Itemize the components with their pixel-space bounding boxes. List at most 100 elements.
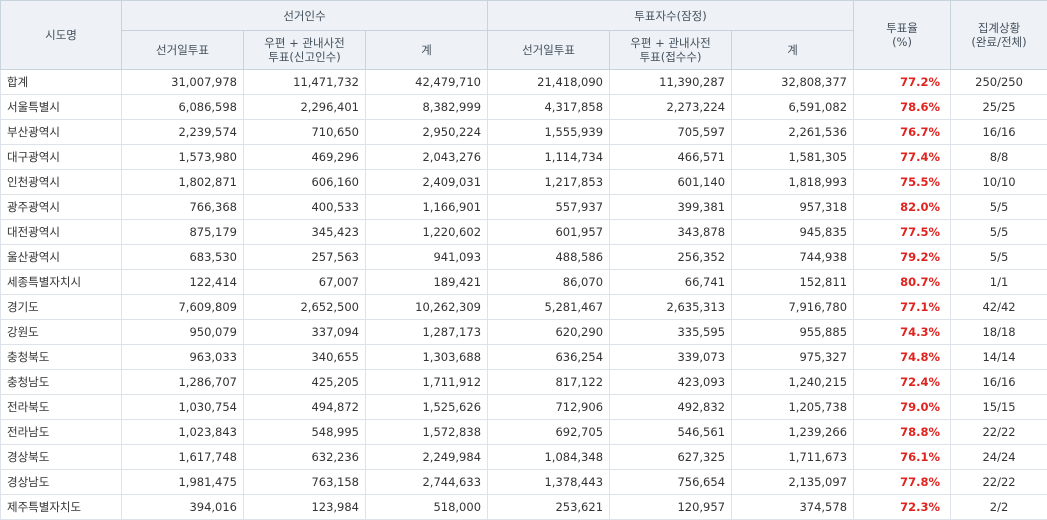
cell-turnout-rate: 77.8% [854,470,951,495]
cell-voters-postal: 120,957 [610,495,732,520]
cell-electorate-election-day: 963,033 [122,345,244,370]
cell-turnout-rate: 75.5% [854,170,951,195]
cell-voters-postal: 399,381 [610,195,732,220]
cell-electorate-total: 42,479,710 [366,70,488,95]
cell-count-status: 22/22 [951,420,1047,445]
cell-voters-total: 955,885 [732,320,854,345]
cell-voters-election-day: 817,122 [488,370,610,395]
cell-voters-election-day: 5,281,467 [488,295,610,320]
cell-electorate-election-day: 1,617,748 [122,445,244,470]
cell-region-name: 충청남도 [1,370,122,395]
header-turnout-line1: 투표율 [886,21,918,35]
cell-voters-postal: 423,093 [610,370,732,395]
header-turnout-line2: (%) [892,35,912,49]
cell-voters-election-day: 86,070 [488,270,610,295]
cell-electorate-election-day: 1,023,843 [122,420,244,445]
cell-electorate-election-day: 683,530 [122,245,244,270]
cell-electorate-postal: 2,652,500 [244,295,366,320]
cell-electorate-postal: 425,205 [244,370,366,395]
cell-voters-election-day: 488,586 [488,245,610,270]
cell-electorate-postal: 632,236 [244,445,366,470]
cell-turnout-rate: 72.4% [854,370,951,395]
cell-count-status: 16/16 [951,370,1047,395]
cell-electorate-postal: 710,650 [244,120,366,145]
cell-turnout-rate: 77.4% [854,145,951,170]
cell-voters-postal: 343,878 [610,220,732,245]
cell-region-name: 부산광역시 [1,120,122,145]
cell-electorate-total: 2,409,031 [366,170,488,195]
cell-electorate-total: 941,093 [366,245,488,270]
cell-voters-postal: 466,571 [610,145,732,170]
cell-electorate-total: 518,000 [366,495,488,520]
cell-voters-total: 1,581,305 [732,145,854,170]
cell-voters-postal: 2,635,313 [610,295,732,320]
cell-region-name: 충청북도 [1,345,122,370]
cell-turnout-rate: 76.7% [854,120,951,145]
cell-region-name: 경상북도 [1,445,122,470]
cell-region-name: 서울특별시 [1,95,122,120]
cell-turnout-rate: 74.8% [854,345,951,370]
cell-region-name: 전라남도 [1,420,122,445]
header-electorate-postal-line2: 투표(신고인수) [268,50,340,64]
cell-voters-election-day: 1,555,939 [488,120,610,145]
cell-electorate-election-day: 950,079 [122,320,244,345]
cell-region-name: 울산광역시 [1,245,122,270]
cell-voters-total: 945,835 [732,220,854,245]
cell-electorate-election-day: 2,239,574 [122,120,244,145]
header-voters-total: 계 [732,31,854,70]
cell-count-status: 25/25 [951,95,1047,120]
cell-count-status: 22/22 [951,470,1047,495]
cell-turnout-rate: 78.8% [854,420,951,445]
cell-electorate-election-day: 1,802,871 [122,170,244,195]
header-status: 집계상황 (완료/전체) [951,1,1047,70]
cell-voters-total: 975,327 [732,345,854,370]
cell-region-name: 강원도 [1,320,122,345]
header-voters-postal-line1: 우편 + 관내사전 [630,36,710,50]
cell-turnout-rate: 79.2% [854,245,951,270]
cell-turnout-rate: 74.3% [854,320,951,345]
cell-electorate-total: 10,262,309 [366,295,488,320]
cell-voters-election-day: 557,937 [488,195,610,220]
cell-voters-total: 1,239,266 [732,420,854,445]
cell-voters-total: 374,578 [732,495,854,520]
cell-voters-total: 1,205,738 [732,395,854,420]
cell-electorate-postal: 469,296 [244,145,366,170]
cell-electorate-postal: 494,872 [244,395,366,420]
cell-electorate-postal: 67,007 [244,270,366,295]
cell-region-name: 경기도 [1,295,122,320]
cell-voters-postal: 11,390,287 [610,70,732,95]
header-turnout: 투표율 (%) [854,1,951,70]
cell-electorate-election-day: 394,016 [122,495,244,520]
cell-count-status: 24/24 [951,445,1047,470]
header-status-line2: (완료/전체) [971,35,1026,49]
cell-voters-total: 7,916,780 [732,295,854,320]
header-voters-election-day: 선거일투표 [488,31,610,70]
header-electorate-postal-line1: 우편 + 관내사전 [264,36,344,50]
cell-electorate-total: 1,572,838 [366,420,488,445]
cell-electorate-total: 1,525,626 [366,395,488,420]
cell-count-status: 250/250 [951,70,1047,95]
cell-voters-election-day: 1,114,734 [488,145,610,170]
cell-electorate-total: 2,043,276 [366,145,488,170]
cell-region-name: 대전광역시 [1,220,122,245]
cell-count-status: 8/8 [951,145,1047,170]
cell-electorate-election-day: 122,414 [122,270,244,295]
cell-voters-election-day: 1,217,853 [488,170,610,195]
header-electorate-total: 계 [366,31,488,70]
cell-electorate-postal: 257,563 [244,245,366,270]
cell-region-name: 광주광역시 [1,195,122,220]
cell-voters-election-day: 601,957 [488,220,610,245]
header-voters-postal: 우편 + 관내사전 투표(접수수) [610,31,732,70]
cell-voters-election-day: 620,290 [488,320,610,345]
cell-voters-total: 32,808,377 [732,70,854,95]
cell-electorate-election-day: 1,573,980 [122,145,244,170]
